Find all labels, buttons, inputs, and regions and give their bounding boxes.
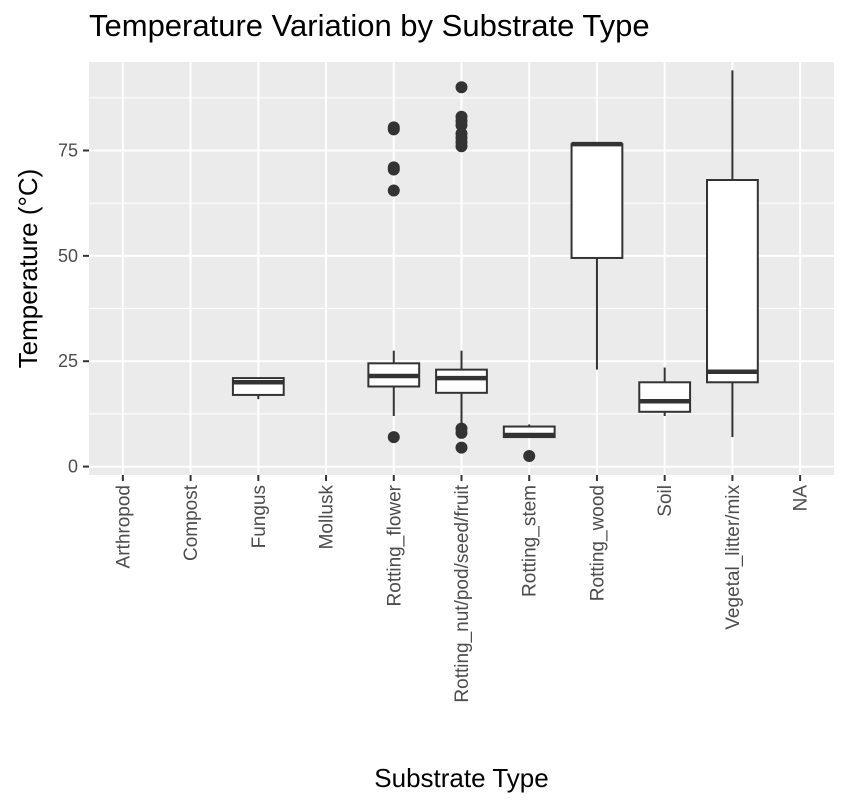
outlier-point [455,441,468,454]
y-tick-label: 50 [58,246,78,266]
box-rotting-flower [367,121,421,444]
box-iqr [638,381,692,413]
box-layer [231,70,759,463]
box-fungus [231,377,285,400]
box-iqr [435,368,488,394]
x-tick-label-na: NA [791,485,812,512]
box-iqr [706,179,759,384]
chart-title: Temperature Variation by Substrate Type [89,8,650,43]
outlier-point [387,121,400,134]
y-axis: 0 25 50 75 [58,141,89,477]
box-rotting-stem [502,424,556,463]
box-rotting-nut-pod-seed-fruit [435,81,488,454]
outlier-point [455,81,468,94]
outlier-point [387,431,400,444]
x-tick-label-mollusk: Mollusk [317,485,338,550]
x-tick-label-fungus: Fungus [249,485,270,548]
x-tick-label-compost: Compost [181,484,202,561]
box-rotting-wood [570,141,624,370]
outlier-point [387,161,400,174]
x-tick-label-rotting-flower: Rotting_flower [384,484,405,606]
box-soil [638,367,692,416]
x-tick-label-rotting-stem: Rotting_stem [520,485,541,597]
y-tick-label: 0 [68,457,78,477]
x-tick-label-rotting-nut-pod-seed-fruit: Rotting_nut/pod/seed/fruit [452,484,473,702]
x-axis: Arthropod Compost Fungus Mollusk Rotting_flo… [113,475,812,703]
y-tick-label: 75 [58,141,78,161]
y-tick-label: 25 [58,351,78,371]
x-tick-label-rotting-wood: Rotting_wood [587,485,608,601]
outlier-point [455,110,468,123]
outlier-point [455,422,468,435]
x-axis-title: Substrate Type [374,763,548,793]
x-tick-label-soil: Soil [655,485,676,517]
y-axis-title: Temperature (°C) [13,169,43,369]
x-tick-label-vegetal-litter-mix: Vegetal_litter/mix [723,485,744,630]
box-vegetal-litter-mix [706,70,759,438]
outlier-point [523,450,536,463]
outlier-point [387,184,400,197]
box-iqr [570,143,624,259]
outlier-point [455,127,468,140]
x-tick-label-arthropod: Arthropod [113,485,134,568]
